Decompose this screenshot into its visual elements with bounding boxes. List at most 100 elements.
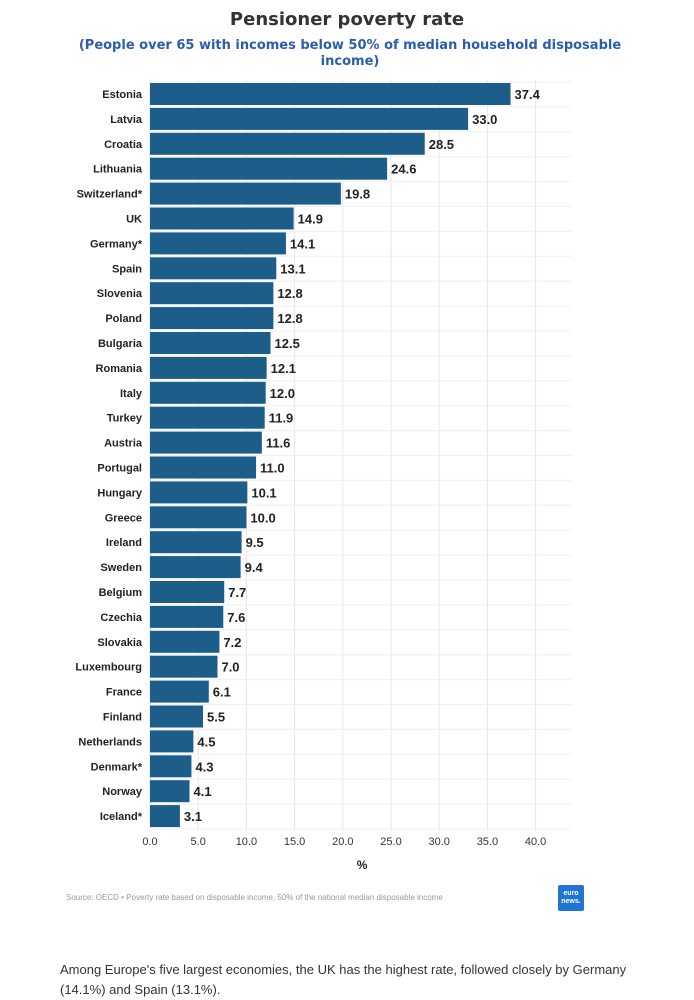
bar bbox=[150, 406, 265, 429]
euronews-logo: euro news. bbox=[558, 885, 584, 911]
bar bbox=[150, 805, 180, 828]
value-label: 7.7 bbox=[228, 585, 246, 600]
category-label: Romania bbox=[96, 363, 143, 375]
bar bbox=[150, 456, 257, 479]
bar bbox=[150, 755, 192, 778]
category-label: Finland bbox=[103, 712, 142, 724]
bar-chart: 0.0 5.0 10.0 15.0 20.0 25.0 30.0 35.0 40.0 Estoni… bbox=[75, 80, 572, 872]
value-label: 10.0 bbox=[250, 510, 275, 525]
value-label: 4.5 bbox=[197, 734, 215, 749]
value-label: 12.1 bbox=[271, 361, 296, 376]
chart-subtitle: (People over 65 with incomes below 50% o… bbox=[78, 38, 622, 69]
bar bbox=[150, 232, 286, 255]
value-label: 4.3 bbox=[195, 759, 213, 774]
bar bbox=[150, 655, 218, 678]
category-label: Iceland* bbox=[100, 811, 143, 823]
value-label: 24.6 bbox=[391, 162, 416, 177]
bar bbox=[150, 605, 224, 628]
category-label: Slovakia bbox=[97, 637, 143, 649]
value-label: 12.0 bbox=[270, 386, 295, 401]
category-label: Croatia bbox=[104, 139, 143, 151]
category-label: Slovenia bbox=[97, 288, 143, 300]
value-label: 4.1 bbox=[194, 784, 212, 799]
category-label: France bbox=[106, 687, 142, 699]
bar bbox=[150, 132, 425, 155]
bar bbox=[150, 705, 204, 728]
value-label: 11.6 bbox=[266, 436, 291, 451]
bar bbox=[150, 332, 271, 354]
x-tick-label: 15.0 bbox=[284, 836, 305, 848]
source-note: Source: OECD • Poverty rate based on dis… bbox=[66, 893, 443, 902]
bar bbox=[150, 257, 277, 280]
x-tick-label: 25.0 bbox=[380, 836, 401, 848]
bar bbox=[150, 157, 388, 180]
value-label: 12.8 bbox=[277, 311, 302, 326]
category-label: Germany* bbox=[90, 238, 143, 250]
category-label: Belgium bbox=[99, 587, 143, 599]
bar bbox=[150, 780, 190, 803]
value-label: 6.1 bbox=[213, 685, 231, 700]
bar bbox=[150, 182, 341, 205]
x-tick-label: 10.0 bbox=[236, 836, 257, 848]
bar bbox=[150, 381, 266, 404]
value-label: 7.2 bbox=[223, 635, 241, 650]
bar bbox=[150, 307, 274, 330]
value-label: 12.5 bbox=[275, 336, 300, 351]
value-label: 5.5 bbox=[207, 710, 225, 725]
value-label: 7.0 bbox=[221, 660, 239, 675]
bar bbox=[150, 83, 511, 105]
value-label: 28.5 bbox=[429, 137, 454, 152]
category-label: Italy bbox=[120, 388, 143, 400]
x-tick-label: 40.0 bbox=[525, 836, 546, 848]
bar bbox=[150, 431, 262, 454]
value-label: 9.5 bbox=[246, 535, 264, 550]
category-label: Sweden bbox=[100, 562, 142, 574]
category-label: Spain bbox=[112, 263, 142, 275]
category-label: Portugal bbox=[97, 463, 142, 475]
value-label: 10.1 bbox=[251, 485, 276, 500]
category-label: UK bbox=[126, 214, 142, 226]
bar bbox=[150, 207, 294, 230]
bar bbox=[150, 356, 267, 379]
category-label: Czechia bbox=[100, 612, 142, 624]
category-label: Bulgaria bbox=[98, 338, 143, 350]
value-label: 12.8 bbox=[277, 286, 302, 301]
value-label: 19.8 bbox=[345, 187, 370, 202]
category-label: Latvia bbox=[110, 114, 143, 126]
x-tick-label: 5.0 bbox=[191, 836, 206, 848]
value-label: 33.0 bbox=[472, 112, 497, 127]
bar bbox=[150, 581, 225, 603]
x-tick-label: 30.0 bbox=[428, 836, 449, 848]
bar bbox=[150, 531, 242, 554]
category-label: Ireland bbox=[106, 537, 142, 549]
value-label: 7.6 bbox=[227, 610, 245, 625]
value-label: 9.4 bbox=[245, 560, 264, 575]
category-label: Luxembourg bbox=[75, 662, 142, 674]
bar bbox=[150, 730, 194, 753]
value-label: 11.9 bbox=[269, 411, 294, 426]
caption-text: Among Europe's five largest economies, t… bbox=[60, 962, 627, 997]
bar bbox=[150, 680, 209, 703]
bar bbox=[150, 481, 248, 504]
value-label: 14.9 bbox=[298, 212, 323, 227]
bar bbox=[150, 630, 220, 653]
category-label: Netherlands bbox=[78, 736, 142, 748]
category-label: Estonia bbox=[102, 89, 143, 101]
category-label: Switzerland* bbox=[77, 189, 143, 201]
category-label: Poland bbox=[105, 313, 142, 325]
chart-title: Pensioner poverty rate bbox=[229, 9, 465, 30]
x-axis-label: % bbox=[357, 858, 368, 872]
value-label: 11.0 bbox=[260, 461, 285, 476]
value-label: 37.4 bbox=[515, 87, 541, 102]
x-tick-label: 0.0 bbox=[142, 836, 157, 848]
category-label: Norway bbox=[102, 786, 143, 798]
value-label: 14.1 bbox=[290, 236, 315, 251]
value-label: 3.1 bbox=[184, 809, 202, 824]
bar bbox=[150, 282, 274, 305]
category-label: Denmark* bbox=[91, 761, 143, 773]
x-tick-label: 20.0 bbox=[332, 836, 353, 848]
category-label: Lithuania bbox=[93, 164, 143, 176]
bar bbox=[150, 506, 247, 529]
bar bbox=[150, 107, 469, 130]
category-label: Greece bbox=[105, 512, 142, 524]
